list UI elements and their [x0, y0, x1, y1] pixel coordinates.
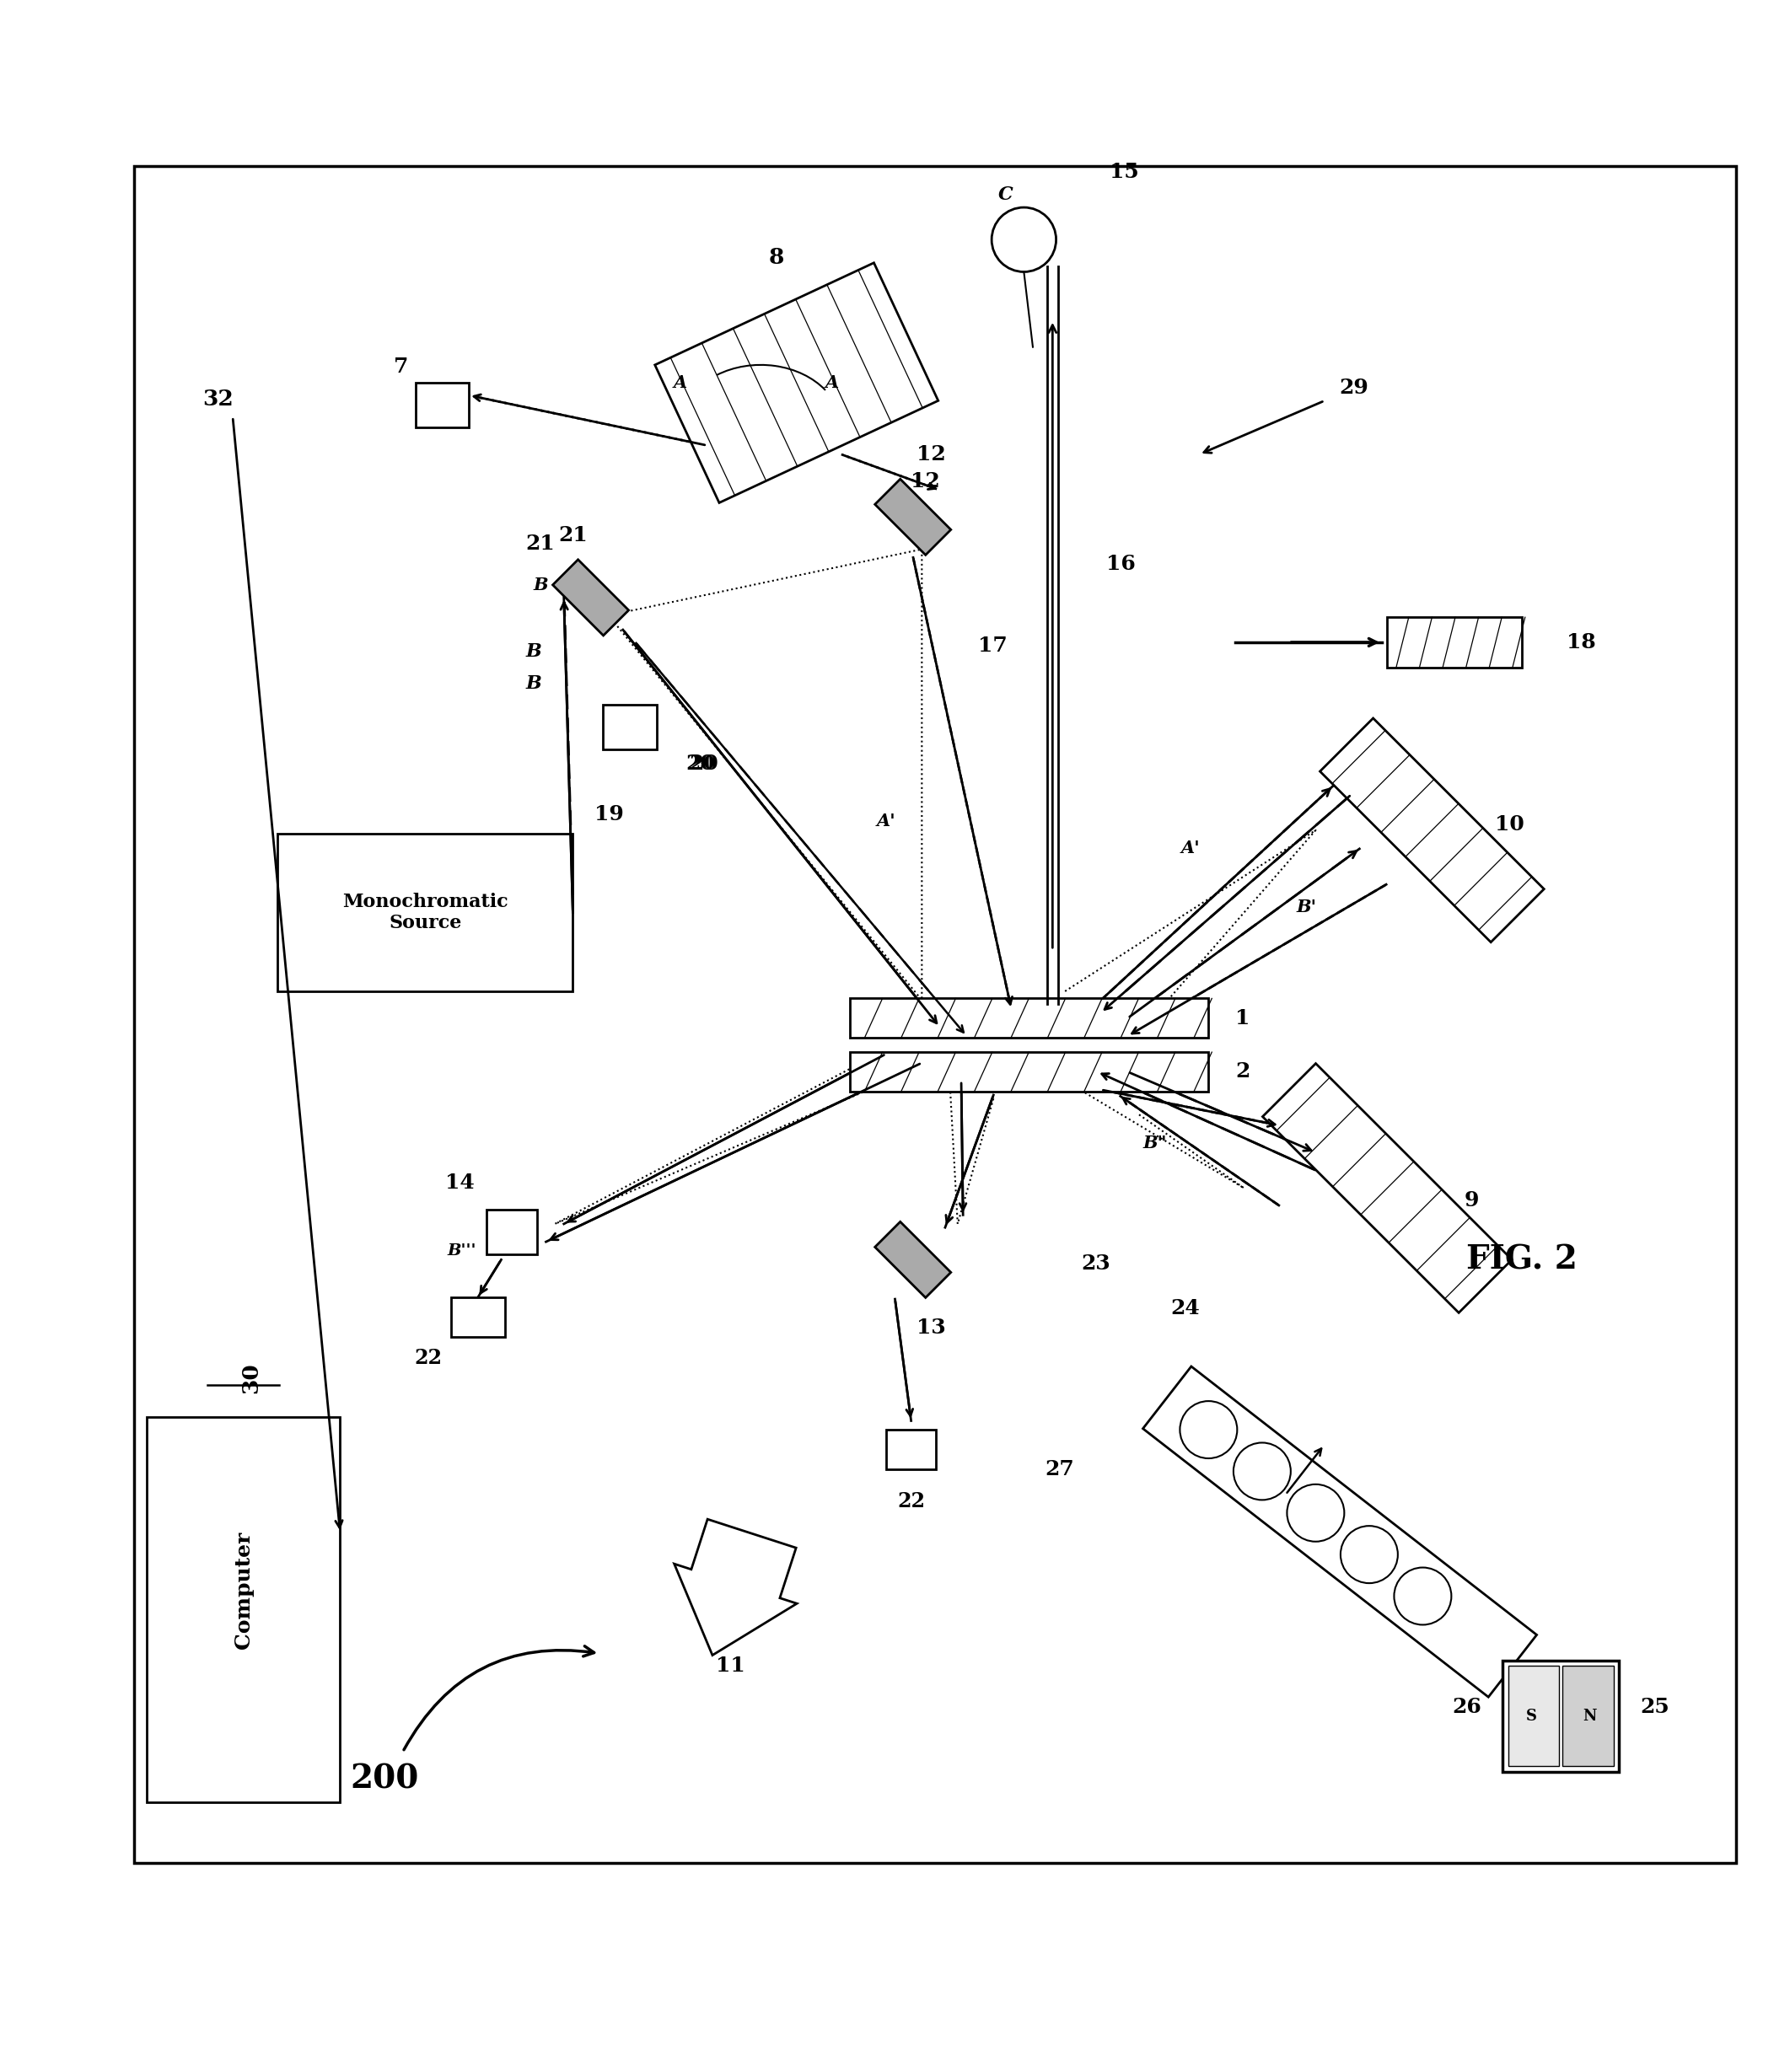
- Text: 16: 16: [1106, 553, 1135, 574]
- Bar: [134, 166, 1736, 1863]
- Text: 1: 1: [1235, 1007, 1249, 1028]
- Bar: [1563, 1666, 1615, 1765]
- Text: 2: 2: [1235, 1061, 1249, 1082]
- Text: B: B: [526, 673, 541, 692]
- Text: 26: 26: [1452, 1697, 1482, 1718]
- Text: S: S: [1527, 1709, 1538, 1724]
- Text: 18: 18: [1566, 632, 1595, 653]
- Text: FIG. 2: FIG. 2: [1466, 1243, 1577, 1276]
- Text: 27: 27: [1045, 1459, 1074, 1479]
- Bar: [850, 1053, 1208, 1092]
- Text: Computer: Computer: [233, 1531, 254, 1649]
- Text: 17: 17: [979, 636, 1008, 657]
- Bar: [451, 1297, 505, 1336]
- Text: 24: 24: [1171, 1297, 1199, 1318]
- Text: A': A': [877, 812, 895, 829]
- Text: B": B": [1142, 1135, 1167, 1152]
- FancyArrow shape: [675, 1519, 797, 1656]
- Text: 21: 21: [558, 524, 587, 545]
- Text: A: A: [825, 375, 840, 392]
- Text: 11: 11: [716, 1656, 745, 1676]
- Text: B': B': [1296, 899, 1317, 916]
- Polygon shape: [1142, 1365, 1538, 1697]
- Polygon shape: [553, 559, 628, 636]
- Polygon shape: [1319, 719, 1545, 943]
- Text: 21: 21: [526, 535, 555, 553]
- Text: 22: 22: [897, 1492, 925, 1510]
- Text: 12: 12: [911, 470, 940, 491]
- Bar: [147, 1417, 340, 1803]
- Polygon shape: [875, 1222, 950, 1297]
- Text: 7: 7: [394, 356, 408, 377]
- Text: 19: 19: [594, 804, 623, 825]
- Text: 23: 23: [1081, 1254, 1110, 1274]
- Text: 25: 25: [1640, 1697, 1670, 1718]
- Bar: [1507, 1666, 1559, 1765]
- Text: 9: 9: [1464, 1191, 1479, 1210]
- Text: 13: 13: [916, 1318, 945, 1339]
- Text: 10: 10: [1495, 814, 1523, 835]
- Text: 12: 12: [916, 443, 945, 464]
- Bar: [277, 833, 573, 990]
- Text: N: N: [1582, 1709, 1597, 1724]
- Text: 22: 22: [413, 1349, 442, 1368]
- Text: A: A: [673, 375, 687, 392]
- Text: 30: 30: [240, 1361, 261, 1392]
- Text: 29: 29: [1339, 377, 1368, 398]
- Bar: [1504, 1660, 1620, 1772]
- Text: 20: 20: [686, 754, 714, 775]
- Text: 20: 20: [689, 754, 718, 775]
- Bar: [603, 704, 657, 750]
- Text: 8: 8: [768, 247, 784, 267]
- Text: C: C: [999, 186, 1013, 205]
- Text: 15: 15: [1110, 162, 1138, 182]
- Text: Monochromatic
Source: Monochromatic Source: [342, 893, 508, 932]
- Polygon shape: [875, 479, 950, 555]
- Text: 32: 32: [202, 387, 234, 410]
- Text: A': A': [1181, 839, 1199, 856]
- Bar: [850, 999, 1208, 1038]
- Text: B: B: [533, 576, 548, 593]
- Text: 14: 14: [446, 1173, 474, 1193]
- Bar: [487, 1210, 537, 1254]
- Text: 200: 200: [351, 1763, 419, 1794]
- Polygon shape: [1262, 1063, 1513, 1314]
- Text: B: B: [526, 642, 541, 661]
- Bar: [1387, 617, 1522, 667]
- Bar: [415, 383, 469, 427]
- Text: B''': B''': [448, 1243, 476, 1258]
- Polygon shape: [655, 263, 938, 503]
- Bar: [886, 1430, 936, 1469]
